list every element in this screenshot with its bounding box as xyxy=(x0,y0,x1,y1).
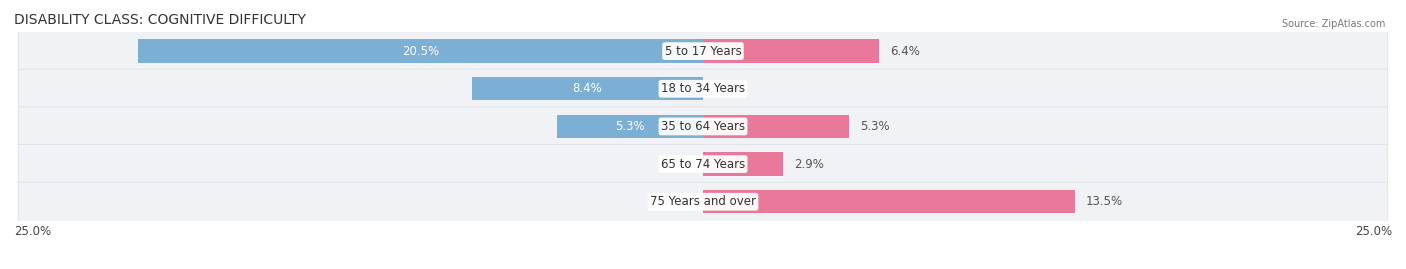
FancyBboxPatch shape xyxy=(18,107,1388,146)
Text: 5.3%: 5.3% xyxy=(860,120,890,133)
Text: 13.5%: 13.5% xyxy=(1085,195,1123,208)
FancyBboxPatch shape xyxy=(18,182,1388,221)
Text: 0.0%: 0.0% xyxy=(662,158,692,171)
Text: DISABILITY CLASS: COGNITIVE DIFFICULTY: DISABILITY CLASS: COGNITIVE DIFFICULTY xyxy=(14,13,307,27)
Text: 5.3%: 5.3% xyxy=(616,120,645,133)
Text: 20.5%: 20.5% xyxy=(402,45,439,58)
FancyBboxPatch shape xyxy=(18,31,1388,71)
Text: 65 to 74 Years: 65 to 74 Years xyxy=(661,158,745,171)
Text: 8.4%: 8.4% xyxy=(572,82,602,95)
Text: 35 to 64 Years: 35 to 64 Years xyxy=(661,120,745,133)
Bar xyxy=(703,40,879,63)
Text: 25.0%: 25.0% xyxy=(14,225,51,238)
Text: 6.4%: 6.4% xyxy=(890,45,921,58)
Bar xyxy=(557,115,703,138)
Text: 18 to 34 Years: 18 to 34 Years xyxy=(661,82,745,95)
Text: 2.9%: 2.9% xyxy=(794,158,824,171)
Bar xyxy=(138,40,703,63)
Bar xyxy=(471,77,703,100)
Text: Source: ZipAtlas.com: Source: ZipAtlas.com xyxy=(1281,19,1385,29)
Text: 5 to 17 Years: 5 to 17 Years xyxy=(665,45,741,58)
Text: 25.0%: 25.0% xyxy=(1355,225,1392,238)
Text: 75 Years and over: 75 Years and over xyxy=(650,195,756,208)
FancyBboxPatch shape xyxy=(18,144,1388,184)
Text: 0.0%: 0.0% xyxy=(714,82,744,95)
Text: 0.0%: 0.0% xyxy=(662,195,692,208)
Bar xyxy=(703,190,1076,213)
Bar xyxy=(703,153,783,176)
FancyBboxPatch shape xyxy=(18,69,1388,108)
Bar xyxy=(703,115,849,138)
